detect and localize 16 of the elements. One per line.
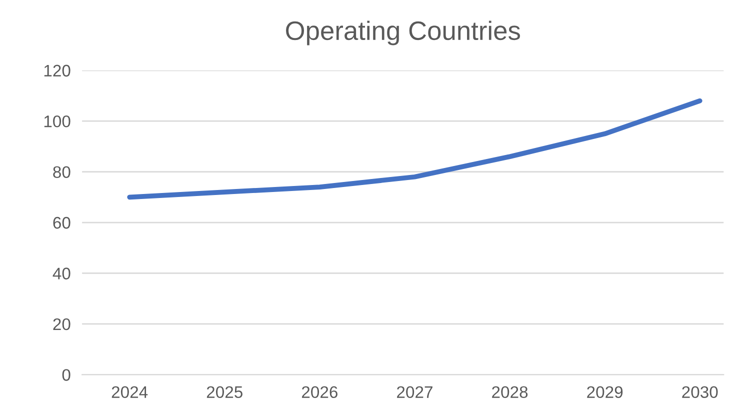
y-tick-label: 0 [62, 369, 70, 381]
chart-title: Operating Countries [286, 20, 520, 46]
x-tick-label: 2025 [206, 386, 242, 398]
y-tick-label: 80 [53, 166, 70, 178]
x-tick-label: 2027 [397, 386, 432, 398]
x-tick-label: 2026 [302, 386, 338, 398]
y-tick-label: 40 [52, 268, 70, 280]
y-tick-label: 100 [44, 115, 70, 128]
x-tick-label: 2029 [587, 386, 623, 398]
x-tick-label: 2028 [492, 386, 528, 398]
y-tick-label: 60 [53, 216, 70, 229]
x-tick-label: 2030 [682, 386, 718, 398]
line-series [127, 98, 702, 200]
x-tick-label: 2024 [112, 386, 148, 398]
y-tick-label: 120 [44, 64, 70, 77]
y-tick-label: 20 [53, 318, 70, 330]
